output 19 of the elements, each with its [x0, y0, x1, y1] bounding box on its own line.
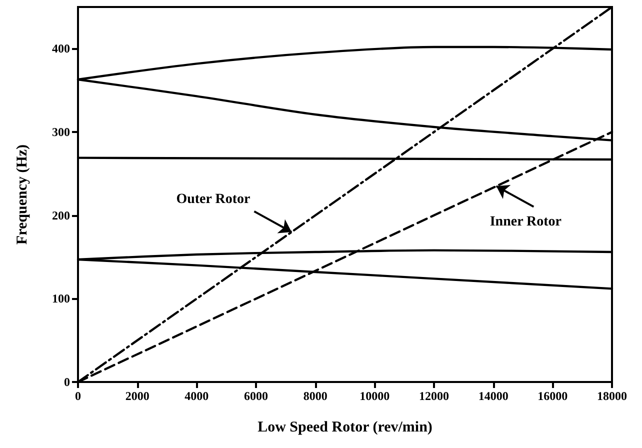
annotation: Inner Rotor: [490, 214, 562, 230]
x-tick-label: 14000: [478, 389, 508, 403]
x-tick-label: 8000: [303, 389, 328, 403]
x-tick-label: 16000: [538, 389, 568, 403]
x-tick-label: 0: [75, 389, 81, 403]
y-tick-label: 100: [52, 292, 70, 306]
x-tick-label: 10000: [360, 389, 390, 403]
y-tick-label: 300: [52, 125, 70, 139]
x-tick-label: 18000: [597, 389, 627, 403]
x-tick-label: 12000: [419, 389, 449, 403]
y-axis-title: Frequency (Hz): [14, 144, 30, 245]
x-tick-label: 4000: [184, 389, 209, 403]
x-axis-title: Low Speed Rotor (rev/min): [258, 420, 432, 436]
x-tick-label: 6000: [244, 389, 268, 403]
y-tick-label: 200: [52, 208, 70, 222]
x-tick-label: 2000: [125, 389, 150, 403]
annotation: Outer Rotor: [176, 192, 250, 207]
y-tick-label: 0: [64, 375, 70, 389]
y-tick-label: 400: [52, 42, 70, 56]
